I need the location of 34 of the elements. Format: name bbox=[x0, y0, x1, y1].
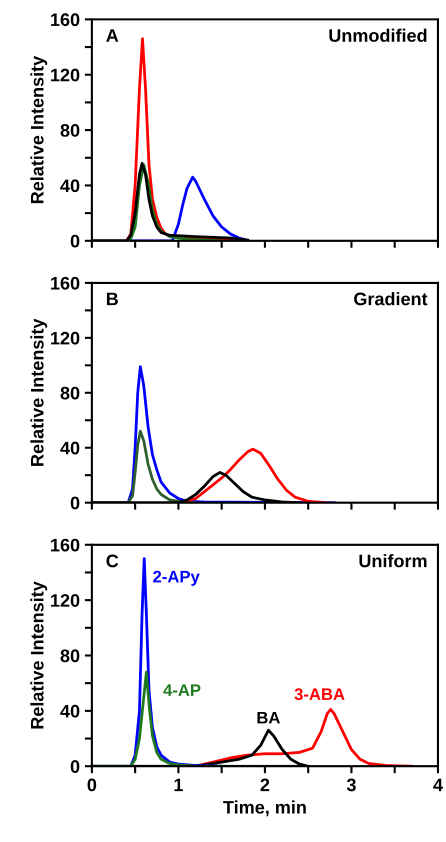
y-tick-label: 160 bbox=[51, 13, 80, 26]
y-tick-label: 40 bbox=[60, 179, 80, 192]
annotation: C bbox=[106, 554, 118, 568]
x-tick-label: 1 bbox=[174, 778, 183, 792]
annotation: Gradient bbox=[354, 292, 428, 306]
y-axis-title: Relative Intensity bbox=[30, 581, 48, 729]
annotation: Unmodified bbox=[329, 28, 426, 42]
y-tick-label: 160 bbox=[51, 538, 80, 552]
x-tick-label: 0 bbox=[88, 778, 96, 792]
series-label: 2-APy bbox=[153, 570, 200, 586]
y-tick-label: 0 bbox=[70, 760, 80, 773]
y-tick-label: 120 bbox=[51, 332, 80, 345]
y-tick-label: 40 bbox=[60, 442, 80, 454]
y-tick-label: 120 bbox=[51, 594, 80, 607]
x-axis-title: Time, min bbox=[223, 800, 306, 816]
annotation: Uniform bbox=[359, 554, 426, 568]
x-tick-label: 2 bbox=[260, 778, 270, 792]
y-tick-label: 160 bbox=[51, 276, 80, 290]
y-tick-label: 0 bbox=[70, 496, 80, 510]
y-tick-label: 0 bbox=[70, 234, 80, 248]
y-axis-title: Relative Intensity bbox=[30, 56, 48, 204]
x-tick-label: 4 bbox=[433, 778, 443, 792]
y-tick-label: 80 bbox=[60, 649, 80, 662]
annotation: A bbox=[106, 29, 118, 42]
y-tick-label: 40 bbox=[60, 704, 80, 718]
series-label: BA bbox=[257, 712, 280, 724]
x-tick-label: 3 bbox=[346, 778, 356, 792]
series-label: 4-AP bbox=[163, 684, 200, 696]
y-tick-label: 80 bbox=[60, 124, 80, 137]
series-label: 3-ABA bbox=[294, 688, 345, 700]
y-tick-label: 80 bbox=[60, 386, 80, 400]
y-tick-label: 120 bbox=[51, 68, 80, 82]
y-axis-title: Relative Intensity bbox=[30, 318, 48, 466]
annotation: B bbox=[106, 292, 118, 306]
